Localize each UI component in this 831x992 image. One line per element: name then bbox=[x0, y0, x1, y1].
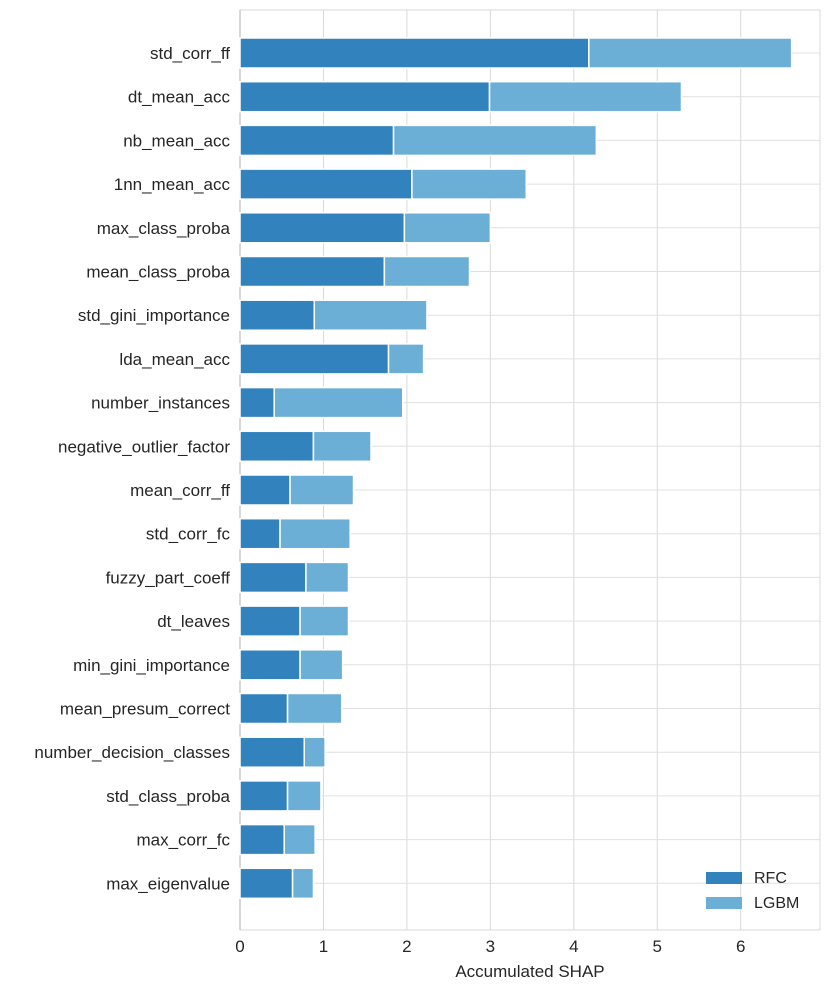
legend: RFC LGBM bbox=[706, 870, 799, 912]
bar-rfc-max-eigenvalue bbox=[239, 867, 294, 900]
bar-lgbm-lda-mean-acc bbox=[387, 343, 425, 375]
y-tick-label: negative_outlier_factor bbox=[58, 437, 230, 456]
x-tick-label: 6 bbox=[736, 937, 745, 956]
y-tick-label: mean_presum_correct bbox=[60, 700, 230, 719]
y-tick-label: lda_mean_acc bbox=[119, 350, 230, 369]
y-tick-label: 1nn_mean_acc bbox=[114, 175, 231, 194]
bar-lgbm-fuzzy-part-coeff bbox=[305, 561, 350, 594]
bar-lgbm-std-corr-fc bbox=[279, 517, 351, 550]
y-tick-label: dt_mean_acc bbox=[128, 88, 231, 107]
bar-rfc-std-corr-ff bbox=[239, 37, 590, 69]
bar-layer bbox=[239, 37, 793, 900]
x-axis-label: Accumulated SHAP bbox=[455, 962, 604, 981]
bar-rfc-negative-outlier-factor bbox=[239, 430, 315, 463]
bar-lgbm-mean-presum-correct bbox=[286, 692, 343, 725]
legend-label-lgbm: LGBM bbox=[754, 895, 799, 912]
y-tick-label: std_corr_fc bbox=[146, 525, 231, 544]
y-tick-label: fuzzy_part_coeff bbox=[106, 568, 231, 587]
y-tick-label: std_class_proba bbox=[106, 787, 230, 806]
bar-lgbm-std-gini-importance bbox=[313, 299, 428, 331]
x-tick-label: 5 bbox=[653, 937, 662, 956]
bar-rfc-max-corr-fc bbox=[239, 823, 285, 856]
bar-lgbm-number-decision-classes bbox=[303, 736, 326, 768]
y-tick-label: mean_class_proba bbox=[86, 263, 230, 282]
x-tick-label: 0 bbox=[235, 937, 244, 956]
y-tick-label: max_eigenvalue bbox=[106, 874, 230, 893]
y-tick-label: dt_leaves bbox=[157, 612, 230, 631]
bar-lgbm-max-eigenvalue bbox=[291, 867, 315, 900]
legend-swatch-lgbm bbox=[706, 897, 742, 909]
bar-lgbm-std-corr-ff bbox=[588, 37, 793, 69]
legend-swatch-rfc bbox=[706, 872, 742, 884]
bar-lgbm-min-gini-importance bbox=[299, 649, 344, 681]
legend-label-rfc: RFC bbox=[754, 870, 787, 887]
bar-rfc-std-class-proba bbox=[239, 780, 289, 812]
bar-lgbm-negative-outlier-factor bbox=[312, 430, 372, 463]
bar-rfc-mean-corr-ff bbox=[239, 474, 291, 506]
x-tick-label: 2 bbox=[402, 937, 411, 956]
bar-rfc-std-gini-importance bbox=[239, 299, 316, 331]
bar-lgbm-dt-mean-acc bbox=[488, 80, 683, 113]
bar-rfc-mean-class-proba bbox=[239, 255, 386, 288]
bar-rfc-1nn-mean-acc bbox=[239, 168, 413, 200]
bar-lgbm-1nn-mean-acc bbox=[411, 168, 527, 200]
bar-rfc-dt-leaves bbox=[239, 605, 301, 637]
bar-lgbm-mean-class-proba bbox=[383, 255, 471, 288]
y-tick-label: number_decision_classes bbox=[34, 743, 230, 762]
bar-lgbm-dt-leaves bbox=[299, 605, 350, 637]
x-tick-label: 1 bbox=[319, 937, 328, 956]
x-tick-label: 3 bbox=[486, 937, 495, 956]
bar-rfc-number-decision-classes bbox=[239, 736, 306, 768]
bar-rfc-fuzzy-part-coeff bbox=[239, 561, 307, 594]
bar-rfc-dt-mean-acc bbox=[239, 80, 491, 113]
bar-lgbm-max-corr-fc bbox=[283, 823, 316, 856]
y-tick-label: min_gini_importance bbox=[73, 656, 230, 675]
bar-rfc-min-gini-importance bbox=[239, 649, 301, 681]
y-tick-label: nb_mean_acc bbox=[123, 131, 230, 150]
bar-rfc-max-class-proba bbox=[239, 212, 406, 244]
y-tick-label: max_class_proba bbox=[97, 219, 231, 238]
bar-lgbm-nb-mean-acc bbox=[392, 124, 598, 157]
bar-rfc-lda-mean-acc bbox=[239, 343, 390, 375]
bar-rfc-mean-presum-correct bbox=[239, 692, 289, 725]
bar-rfc-number-instances bbox=[239, 386, 275, 419]
bar-rfc-std-corr-fc bbox=[239, 517, 281, 550]
bar-lgbm-max-class-proba bbox=[403, 212, 492, 244]
x-tick-label: 4 bbox=[569, 937, 578, 956]
y-tick-label: std_corr_ff bbox=[150, 44, 230, 63]
y-tick-label: number_instances bbox=[91, 394, 230, 413]
x-tick-labels: 0 1 2 3 4 5 6 bbox=[235, 937, 745, 956]
bar-lgbm-number-instances bbox=[273, 386, 404, 419]
y-tick-label: std_gini_importance bbox=[78, 306, 230, 325]
bar-lgbm-std-class-proba bbox=[286, 780, 322, 812]
bar-lgbm-mean-corr-ff bbox=[289, 474, 355, 506]
bar-rfc-nb-mean-acc bbox=[239, 124, 395, 157]
y-tick-label: max_corr_fc bbox=[136, 831, 230, 850]
y-tick-label: mean_corr_ff bbox=[130, 481, 230, 500]
y-tick-labels: std_corr_ff dt_mean_acc nb_mean_acc 1nn_mea… bbox=[34, 44, 230, 893]
